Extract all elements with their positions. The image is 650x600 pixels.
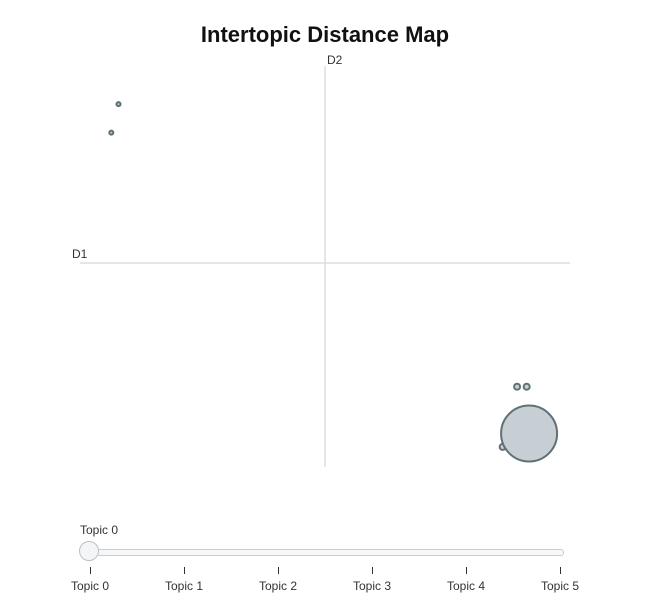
topic-point[interactable]: [513, 382, 522, 391]
slider-step-label[interactable]: Topic 2: [258, 579, 298, 593]
slider-rail[interactable]: [90, 549, 564, 556]
slider-step-label[interactable]: Topic 5: [540, 579, 580, 593]
slider-step-label[interactable]: Topic 4: [446, 579, 486, 593]
slider-step-label[interactable]: Topic 3: [352, 579, 392, 593]
slider-handle[interactable]: [79, 541, 99, 561]
topic-point[interactable]: [115, 101, 122, 108]
chart-title: Intertopic Distance Map: [200, 22, 450, 47]
topic-point[interactable]: [108, 129, 115, 136]
topic-points: [108, 101, 559, 463]
slider-step-label[interactable]: Topic 0: [70, 579, 110, 593]
topic-point[interactable]: [522, 382, 531, 391]
topic-point[interactable]: [500, 404, 559, 463]
slider-step-label[interactable]: Topic 1: [164, 579, 204, 593]
d1-axis-label: D1: [72, 247, 88, 261]
d2-axis-label: D2: [327, 53, 343, 67]
